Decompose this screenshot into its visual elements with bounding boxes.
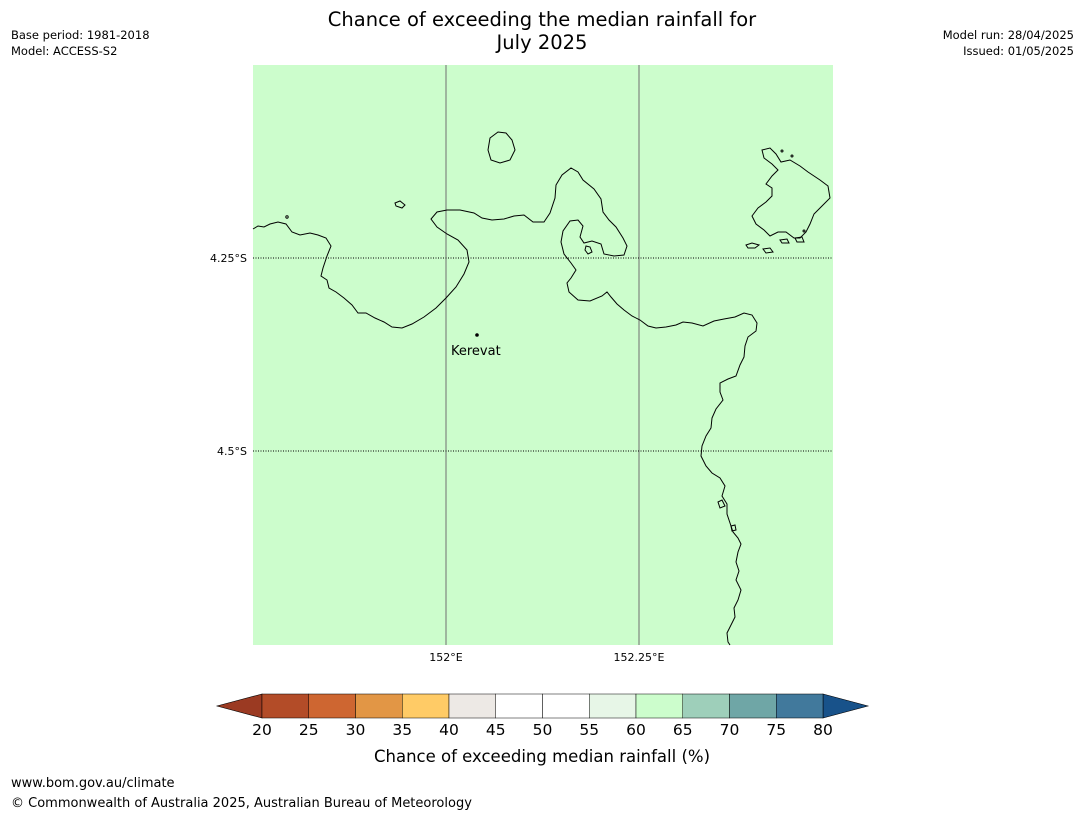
kerevat-label: Kerevat <box>451 344 501 359</box>
colorbar-tick-50: 50 <box>533 721 553 739</box>
copyright-text: © Commonwealth of Australia 2025, Austra… <box>11 796 472 811</box>
lat-label-4-25s: 4.25°S <box>210 252 247 265</box>
colorbar-swatch-50-55 <box>542 693 590 719</box>
lat-label-4-5s: 4.5°S <box>217 445 247 458</box>
colorbar-swatch-25-30 <box>308 693 356 719</box>
colorbar-swatch-55-60 <box>589 693 637 719</box>
coastline-islet-2 <box>745 242 761 249</box>
base-period-info: Base period: 1981-2018 Model: ACCESS-S2 <box>11 27 150 59</box>
title-line-2: July 2025 <box>496 31 588 54</box>
coastline-islet-6 <box>717 499 726 509</box>
model-run-info: Model run: 28/04/2025 Issued: 01/05/2025 <box>943 27 1074 59</box>
model-run-text: Model run: 28/04/2025 <box>942 28 1074 42</box>
colorbar-tick-35: 35 <box>392 721 412 739</box>
coastline-islet-4 <box>779 238 790 244</box>
coastline-islet-3 <box>762 247 774 254</box>
colorbar-swatch-75-80 <box>776 693 824 719</box>
coastline-islet <box>394 200 406 209</box>
colorbar-tick-75: 75 <box>766 721 786 739</box>
colorbar-tick-55: 55 <box>579 721 599 739</box>
colorbar-swatch-30-35 <box>355 693 403 719</box>
coastline-island-north <box>487 131 516 164</box>
map-area <box>253 65 833 645</box>
colorbar: 20 25 30 35 40 45 50 55 60 65 70 75 80 <box>215 693 870 739</box>
coastline-main <box>252 167 758 646</box>
coastline-dot-1 <box>285 215 289 219</box>
coastline-dot-3 <box>790 154 794 158</box>
coastline-dot-2 <box>780 149 784 153</box>
website-text: www.bom.gov.au/climate <box>11 776 175 791</box>
colorbar-tick-65: 65 <box>673 721 693 739</box>
title-line-1: Chance of exceeding the median rainfall … <box>327 8 757 31</box>
colorbar-tick-20: 20 <box>252 721 272 739</box>
colorbar-label: Chance of exceeding median rainfall (%) <box>374 747 710 766</box>
base-period-text: Base period: 1981-2018 <box>11 28 150 42</box>
colorbar-swatch-65-70 <box>682 693 730 719</box>
colorbar-tick-60: 60 <box>626 721 646 739</box>
colorbar-over-arrow <box>822 693 870 719</box>
map-title: Chance of exceeding the median rainfall … <box>242 8 842 54</box>
colorbar-tick-70: 70 <box>720 721 740 739</box>
lon-label-152e: 152°E <box>429 651 462 664</box>
model-text: Model: ACCESS-S2 <box>11 44 118 58</box>
colorbar-tick-40: 40 <box>439 721 459 739</box>
coastline <box>252 131 831 646</box>
coastline-dot-4 <box>802 229 806 233</box>
colorbar-tick-30: 30 <box>346 721 366 739</box>
coastline-islet-7 <box>730 524 737 532</box>
colorbar-swatch-45-50 <box>495 693 543 719</box>
colorbar-swatch-40-45 <box>448 693 496 719</box>
colorbar-tick-80: 80 <box>813 721 833 739</box>
colorbar-tick-45: 45 <box>486 721 506 739</box>
coastline-duke-of-york-islands <box>751 147 831 239</box>
colorbar-under-arrow <box>215 693 263 719</box>
colorbar-swatch-20-25 <box>261 693 309 719</box>
colorbar-swatch-60-65 <box>635 693 683 719</box>
colorbar-tick-25: 25 <box>299 721 319 739</box>
kerevat-marker <box>475 333 479 337</box>
lon-label-152-25e: 152.25°E <box>614 651 665 664</box>
coastline-islet-5 <box>794 236 805 243</box>
colorbar-swatch-35-40 <box>402 693 450 719</box>
coastline-inlet <box>584 245 593 255</box>
issued-text: Issued: 01/05/2025 <box>963 44 1074 58</box>
colorbar-swatch-70-75 <box>729 693 777 719</box>
